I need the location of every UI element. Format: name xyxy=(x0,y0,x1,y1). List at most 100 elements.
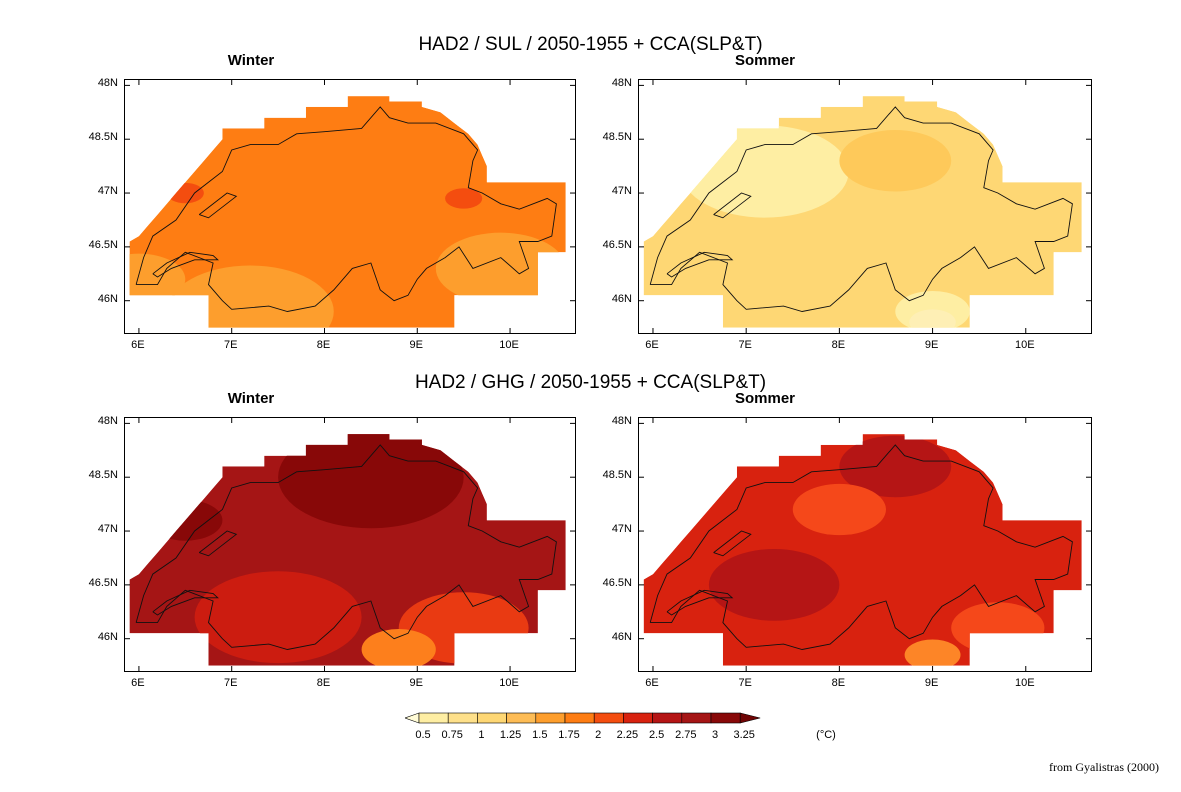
field-contour xyxy=(951,602,1045,654)
panel-season-title: Sommer xyxy=(734,52,796,69)
y-tick-label: 47N xyxy=(97,523,118,536)
x-tick-label: 7E xyxy=(223,339,238,351)
map-frame xyxy=(638,417,1092,672)
y-tick-label: 46.5N xyxy=(602,576,632,589)
colorbar-segment xyxy=(681,712,712,724)
field-contour xyxy=(708,548,840,621)
temperature-map xyxy=(639,80,1091,333)
lake-neuchatel xyxy=(198,192,238,219)
y-tick-label: 46.5N xyxy=(88,238,118,251)
panel-season-title: Winter xyxy=(227,390,275,407)
temperature-map xyxy=(639,418,1091,671)
x-tick-label: 6E xyxy=(131,677,145,689)
field-contour xyxy=(909,309,956,328)
colorbar-tick-label: 2.75 xyxy=(675,729,697,741)
y-tick-label: 46N xyxy=(611,292,632,305)
map-frame xyxy=(124,417,576,672)
field-contour xyxy=(166,182,204,204)
lake-geneva xyxy=(666,589,734,616)
y-tick-label: 48.5N xyxy=(88,131,118,144)
x-tick-label: 9E xyxy=(924,677,939,689)
row-title-1: HAD2 / SUL / 2050-1955 + CCA(SLP&T) xyxy=(418,34,763,55)
x-tick-label: 9E xyxy=(409,677,423,689)
field-contour xyxy=(278,434,464,529)
y-tick-label: 48N xyxy=(97,77,118,90)
field-contour xyxy=(166,265,334,328)
temperature-map xyxy=(125,418,575,671)
y-tick-label: 48N xyxy=(611,77,632,90)
x-tick-label: 7E xyxy=(738,339,752,351)
field-contour xyxy=(445,188,483,209)
lake-geneva xyxy=(666,251,734,278)
row-title-2: HAD2 / GHG / 2050-1955 + CCA(SLP&T) xyxy=(414,372,767,393)
colorbar-tick-label: 1.25 xyxy=(499,729,522,741)
colorbar-tick-label: 2 xyxy=(595,729,602,741)
y-tick-label: 47N xyxy=(611,523,632,536)
colorbar-tick-label: 1.75 xyxy=(558,729,580,741)
colorbar-tick-label: 3.25 xyxy=(733,729,755,741)
lake-neuchatel xyxy=(713,530,752,557)
colorbar-tick-label: 0.75 xyxy=(441,729,463,741)
y-tick-label: 46N xyxy=(97,630,118,643)
colorbar-tick-label: 2.25 xyxy=(616,729,639,741)
x-tick-label: 10E xyxy=(1014,339,1035,351)
x-tick-label: 6E xyxy=(645,339,659,351)
x-tick-label: 8E xyxy=(316,339,331,351)
colorbar-segment xyxy=(652,712,683,724)
field-contour xyxy=(680,125,849,218)
y-tick-label: 48.5N xyxy=(602,469,632,482)
y-tick-label: 46.5N xyxy=(88,576,118,589)
colorbar-segment xyxy=(477,712,507,724)
colorbar-arrow-low xyxy=(405,712,420,724)
y-tick-label: 48N xyxy=(611,415,632,428)
country-border xyxy=(135,444,557,650)
y-tick-label: 48.5N xyxy=(602,131,632,144)
colorbar-segment xyxy=(535,712,566,724)
temperature-map xyxy=(125,80,575,333)
field-contour xyxy=(194,571,362,664)
field-contour xyxy=(435,232,566,305)
panel-season-title: Sommer xyxy=(734,390,796,407)
y-tick-label: 47N xyxy=(611,185,632,198)
panel-season-title: Winter xyxy=(227,52,275,69)
x-tick-label: 10E xyxy=(499,339,519,351)
country-border xyxy=(649,444,1073,650)
x-tick-label: 8E xyxy=(316,677,331,689)
field-contour xyxy=(839,435,952,498)
colorbar-unit: (°C) xyxy=(816,729,836,741)
colorbar-segment xyxy=(447,712,478,724)
field-contour xyxy=(904,639,961,666)
map-frame xyxy=(124,79,576,334)
colorbar-tick-label: 0.5 xyxy=(415,729,431,741)
colorbar-graphic xyxy=(405,712,761,724)
x-tick-label: 9E xyxy=(409,339,423,351)
y-tick-label: 46.5N xyxy=(602,238,632,251)
x-tick-label: 7E xyxy=(223,677,238,689)
x-tick-label: 10E xyxy=(499,677,519,689)
x-tick-label: 8E xyxy=(831,339,846,351)
x-tick-label: 10E xyxy=(1014,677,1035,689)
x-tick-label: 8E xyxy=(831,677,846,689)
colorbar-segment xyxy=(418,712,449,724)
lake-geneva xyxy=(152,589,219,616)
field-contour xyxy=(792,483,886,536)
field-base xyxy=(643,96,1082,328)
lake-geneva xyxy=(152,251,219,278)
y-tick-label: 46N xyxy=(611,630,632,643)
x-tick-label: 9E xyxy=(924,339,939,351)
x-tick-label: 6E xyxy=(131,339,145,351)
colorbar-tick-label: 3 xyxy=(711,729,719,741)
colorbar-segment xyxy=(593,712,624,724)
colorbar-tick-label: 2.5 xyxy=(648,729,665,741)
colorbar-segment xyxy=(564,712,595,724)
lake-neuchatel xyxy=(198,530,238,557)
colorbar-segment xyxy=(710,712,741,724)
lake-neuchatel xyxy=(713,192,752,219)
x-tick-label: 7E xyxy=(738,677,752,689)
y-tick-label: 48.5N xyxy=(88,469,118,482)
colorbar-segment xyxy=(506,712,537,724)
country-border xyxy=(135,106,557,312)
map-frame xyxy=(638,79,1092,334)
colorbar-tick-label: 1.5 xyxy=(532,729,548,741)
y-tick-label: 46N xyxy=(97,292,118,305)
